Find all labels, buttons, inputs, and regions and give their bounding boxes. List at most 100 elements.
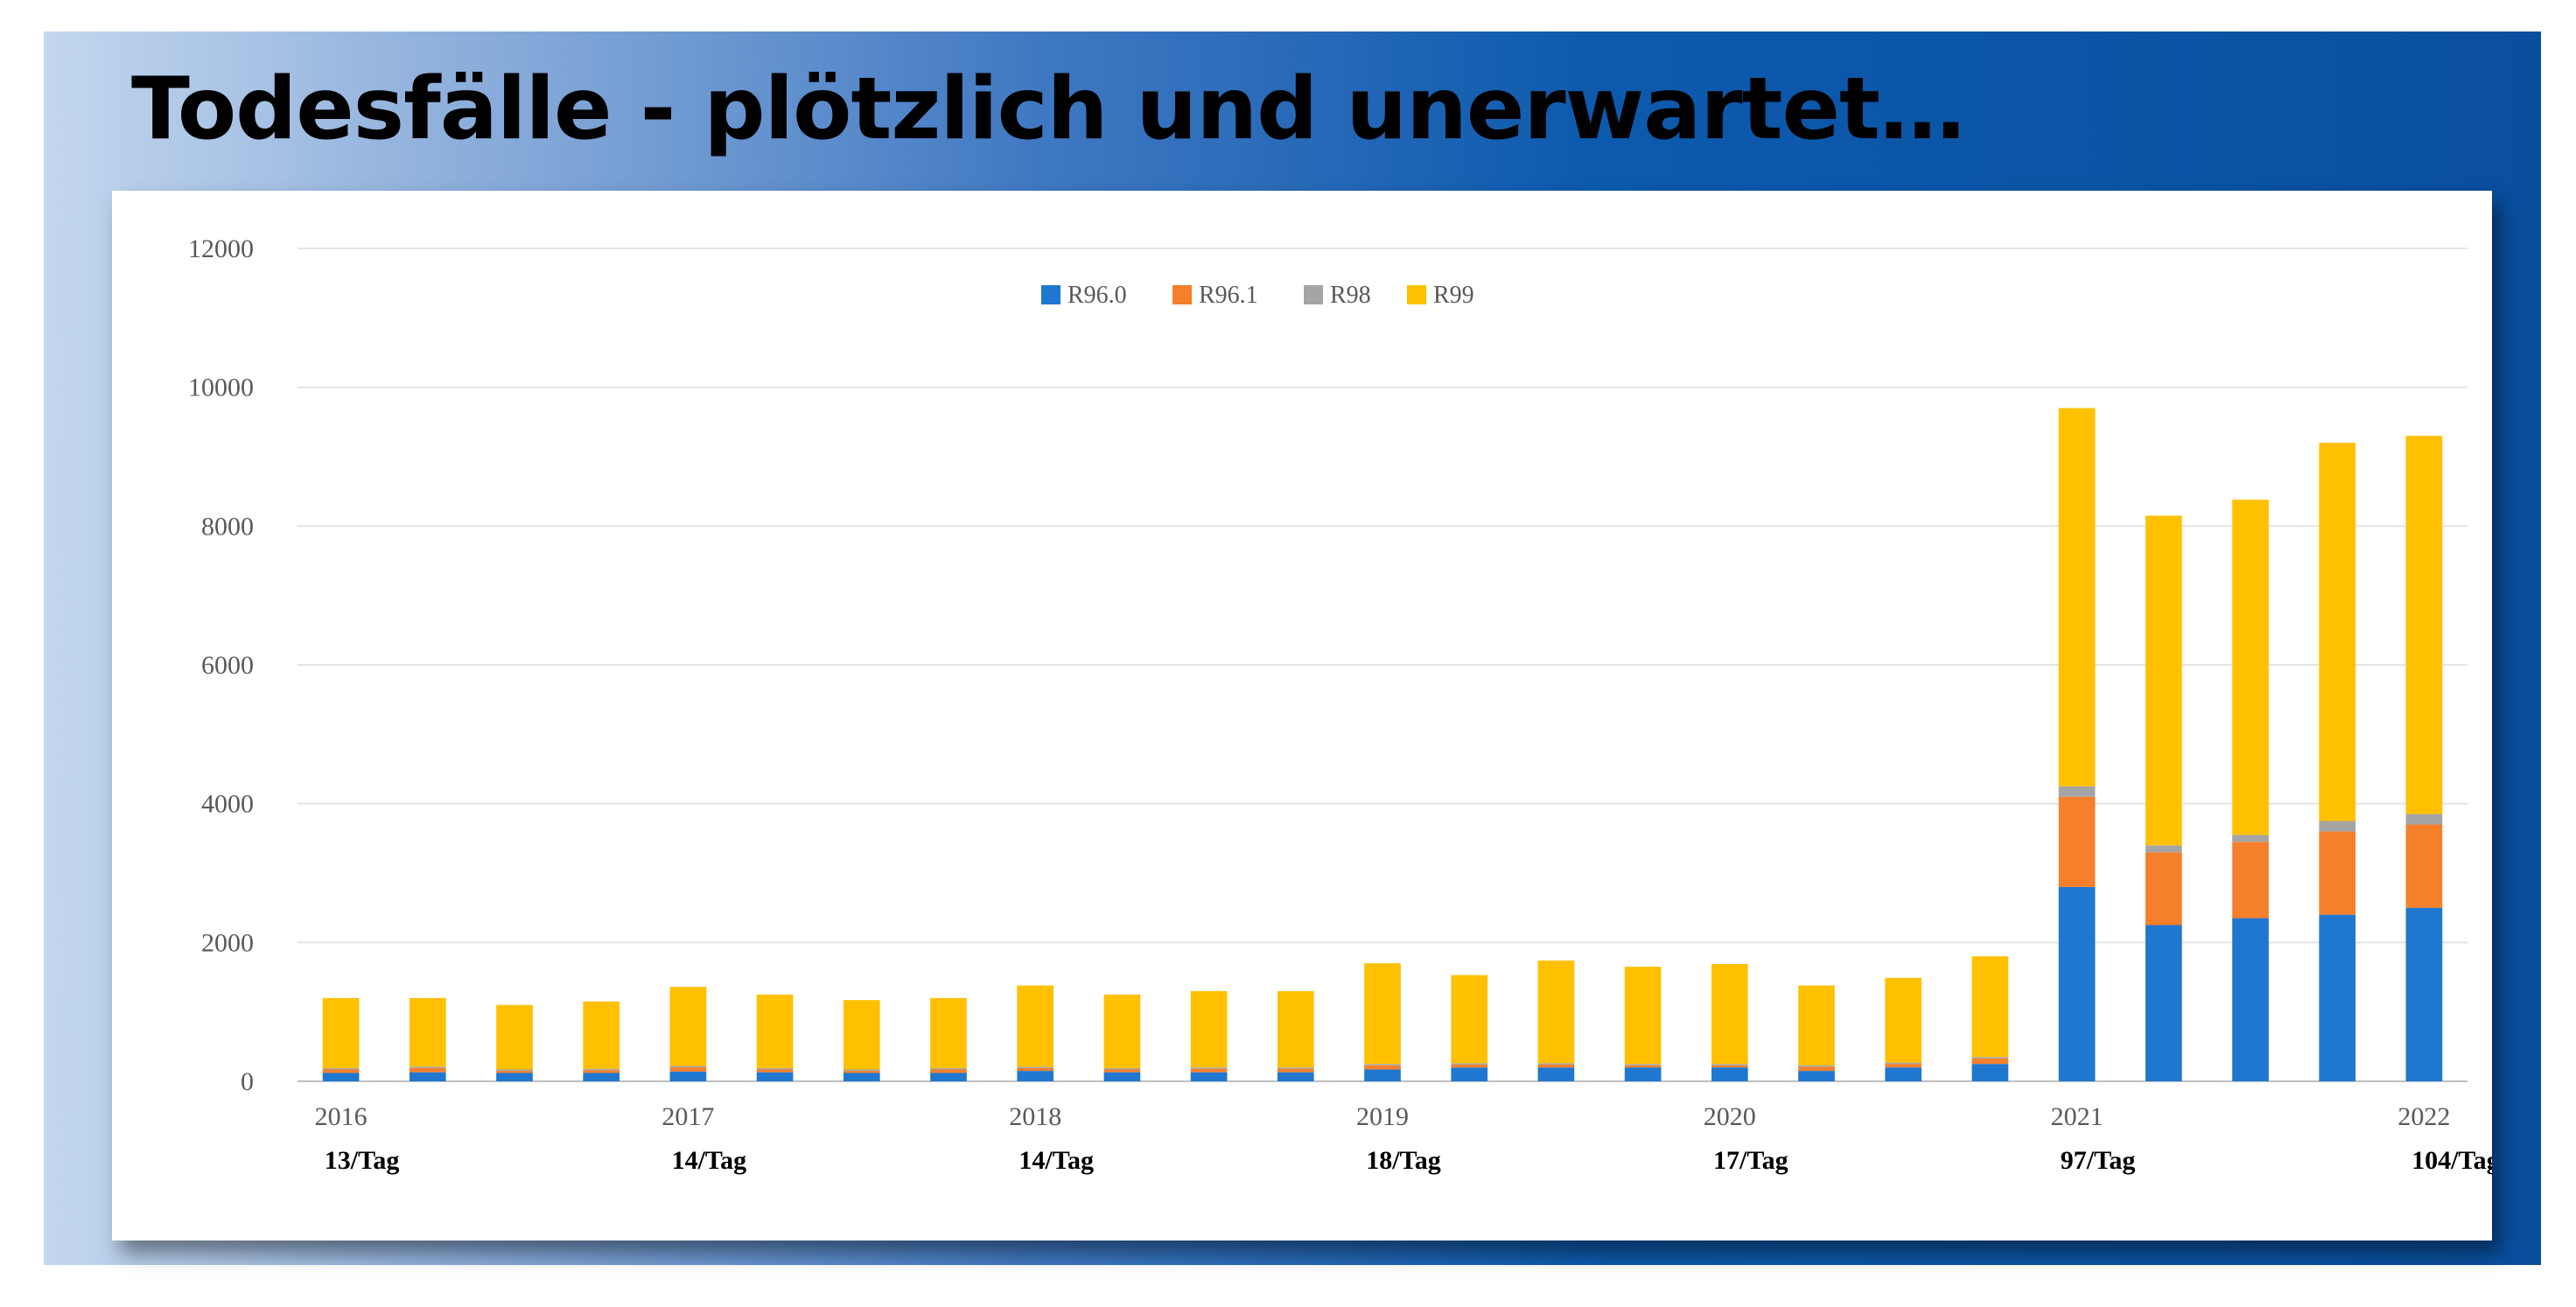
bar-r96-1 bbox=[496, 1071, 533, 1073]
bar-r98 bbox=[1711, 1064, 1748, 1066]
x-tick-label: 2017 bbox=[662, 1102, 714, 1131]
bar-r96-0 bbox=[496, 1073, 533, 1081]
bar-r96-1 bbox=[756, 1069, 794, 1073]
bar-r96-0 bbox=[1277, 1072, 1314, 1081]
bar-r96-1 bbox=[1711, 1065, 1748, 1068]
chart-card: 0 2000 4000 6000 8000 10000 12000 2016 2017 2018 2… bbox=[112, 191, 2492, 1241]
y-tick-label: 4000 bbox=[201, 790, 254, 819]
legend-label: R96.1 bbox=[1199, 282, 1258, 309]
bar-r98 bbox=[1364, 1064, 1401, 1066]
bar-r96-1 bbox=[1971, 1058, 2009, 1065]
bar-r99 bbox=[1798, 985, 1835, 1066]
y-tick-label: 10000 bbox=[188, 374, 254, 402]
bar-r98 bbox=[1103, 1067, 1141, 1070]
bar-r96-1 bbox=[1537, 1064, 1575, 1068]
bar-r96-1 bbox=[1451, 1064, 1488, 1068]
bar-r96-1 bbox=[1277, 1068, 1314, 1073]
bar-r98 bbox=[1190, 1067, 1228, 1069]
bar-r96-0 bbox=[322, 1073, 360, 1081]
bar-r96-0 bbox=[1537, 1067, 1575, 1081]
legend-swatch bbox=[1172, 285, 1192, 304]
bar-r99 bbox=[1711, 963, 1748, 1065]
bar-r99 bbox=[322, 997, 360, 1068]
bar-r99 bbox=[1885, 977, 1922, 1063]
bar-r98 bbox=[1537, 1063, 1575, 1065]
bar-r99 bbox=[1017, 985, 1054, 1067]
bar-r98 bbox=[1277, 1067, 1314, 1069]
bar-r99 bbox=[2145, 515, 2182, 846]
bar-r99 bbox=[1190, 990, 1228, 1068]
bar-r99 bbox=[2319, 443, 2356, 821]
bar-r96-1 bbox=[930, 1069, 967, 1073]
bar-r96-0 bbox=[669, 1071, 707, 1081]
bar-r96-1 bbox=[322, 1069, 360, 1073]
bar-r98 bbox=[1451, 1063, 1488, 1065]
bar-r96-0 bbox=[1017, 1071, 1054, 1081]
bar-r96-1 bbox=[1190, 1068, 1228, 1073]
bar-r96-1 bbox=[1624, 1065, 1662, 1068]
rate-annotation: 104/Tag bbox=[2412, 1146, 2492, 1175]
bar-r99 bbox=[409, 997, 446, 1067]
y-tick-label: 0 bbox=[241, 1067, 254, 1096]
rate-annotation: 97/Tag bbox=[2061, 1146, 2136, 1175]
bar-r96-1 bbox=[409, 1067, 446, 1073]
bar-r98 bbox=[1971, 1057, 2009, 1059]
y-tick-label: 8000 bbox=[201, 512, 254, 541]
y-tick-label: 2000 bbox=[201, 928, 254, 957]
legend-label: R96.0 bbox=[1068, 282, 1127, 309]
legend-swatch bbox=[1041, 285, 1060, 304]
bar-r99 bbox=[2232, 500, 2269, 835]
bar-r96-1 bbox=[2145, 852, 2182, 926]
bar-r96-0 bbox=[1885, 1067, 1922, 1081]
bar-r98 bbox=[2058, 786, 2096, 797]
bar-r96-1 bbox=[669, 1067, 707, 1072]
bar-r99 bbox=[1971, 956, 2009, 1058]
bar-r96-1 bbox=[2319, 831, 2356, 915]
bar-r96-1 bbox=[1017, 1067, 1054, 1072]
bar-r98 bbox=[843, 1069, 880, 1072]
bar-r96-0 bbox=[583, 1073, 620, 1081]
bar-r96-1 bbox=[843, 1071, 880, 1073]
bar-r96-0 bbox=[1103, 1072, 1141, 1081]
bar-r96-1 bbox=[2058, 796, 2096, 887]
bar-r96-0 bbox=[1798, 1071, 1835, 1081]
slide-background: Todesfälle - plötzlich und unerwartet… 0… bbox=[44, 31, 2541, 1265]
bar-r96-1 bbox=[583, 1070, 620, 1073]
bar-r96-0 bbox=[2405, 907, 2443, 1081]
bar-r98 bbox=[409, 1066, 446, 1068]
x-tick-label: 2021 bbox=[2051, 1102, 2104, 1131]
bar-r96-0 bbox=[1190, 1072, 1228, 1081]
bar-r96-0 bbox=[1624, 1067, 1662, 1081]
bar-r99 bbox=[2405, 436, 2443, 814]
bar-r99 bbox=[1277, 990, 1314, 1068]
bar-r96-0 bbox=[1971, 1064, 2009, 1081]
bar-r98 bbox=[2145, 845, 2182, 853]
x-tick-label: 2016 bbox=[315, 1102, 368, 1131]
legend-label: R99 bbox=[1433, 282, 1474, 309]
bar-r98 bbox=[583, 1068, 620, 1071]
bar-r98 bbox=[1017, 1066, 1054, 1068]
bar-r96-1 bbox=[1103, 1069, 1141, 1073]
bar-r98 bbox=[2405, 814, 2443, 825]
x-tick-label: 2019 bbox=[1356, 1102, 1409, 1131]
bar-r98 bbox=[322, 1067, 360, 1070]
rate-annotation: 14/Tag bbox=[672, 1146, 747, 1175]
bar-r96-0 bbox=[2058, 886, 2096, 1081]
bar-r96-1 bbox=[2232, 842, 2269, 919]
rate-annotation: 13/Tag bbox=[325, 1146, 400, 1175]
legend-swatch bbox=[1304, 285, 1323, 304]
bar-r98 bbox=[1624, 1064, 1662, 1066]
bar-r98 bbox=[669, 1066, 707, 1068]
bar-r98 bbox=[496, 1069, 533, 1072]
bar-r99 bbox=[669, 987, 707, 1066]
bar-r96-0 bbox=[409, 1072, 446, 1081]
bar-r98 bbox=[1798, 1065, 1835, 1067]
bar-r96-0 bbox=[1711, 1067, 1748, 1081]
bar-r96-0 bbox=[2319, 914, 2356, 1081]
legend-swatch bbox=[1407, 285, 1426, 304]
rate-annotation: 17/Tag bbox=[1713, 1146, 1788, 1175]
bar-r99 bbox=[843, 1000, 880, 1070]
bar-r96-0 bbox=[2145, 925, 2182, 1081]
y-tick-label: 12000 bbox=[188, 234, 254, 263]
bar-r96-0 bbox=[756, 1072, 794, 1081]
